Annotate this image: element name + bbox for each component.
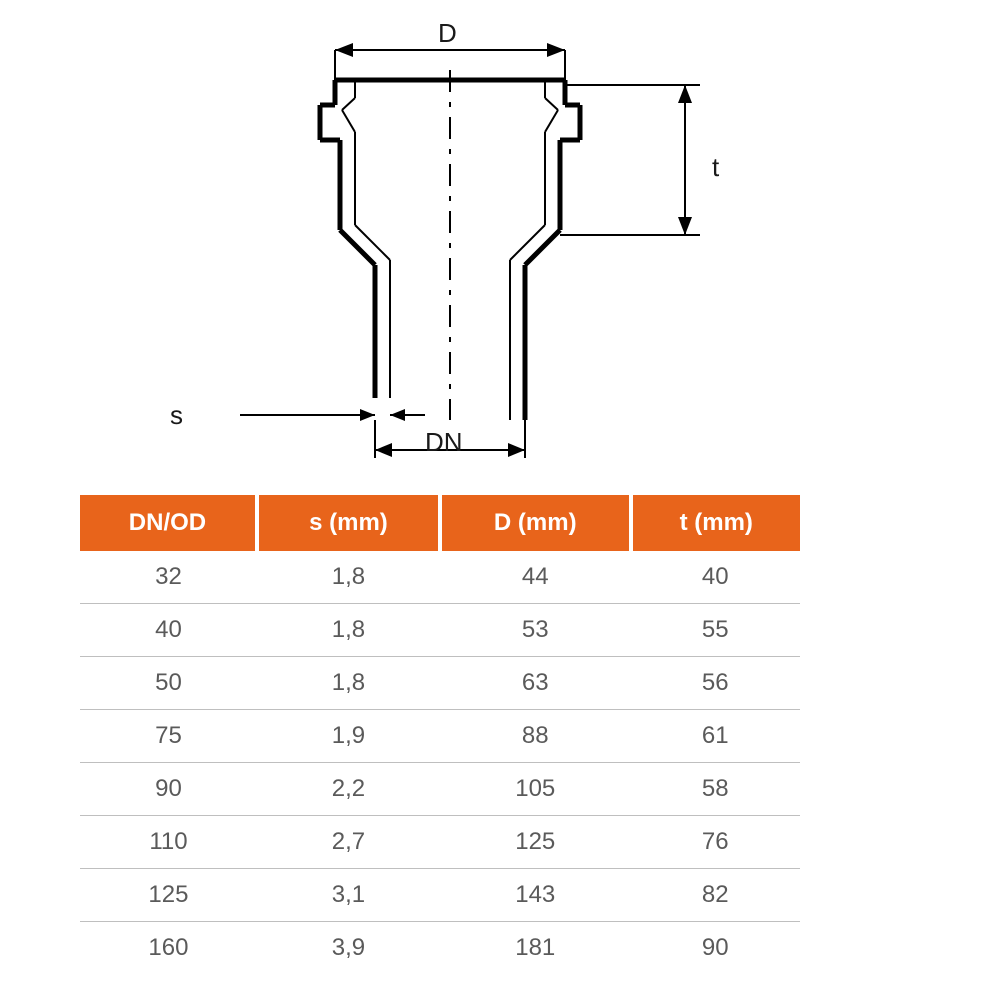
- cell: 56: [631, 657, 800, 710]
- col-t: t (mm): [631, 495, 800, 551]
- cell: 40: [631, 551, 800, 604]
- cell: 76: [631, 816, 800, 869]
- cell: 58: [631, 763, 800, 816]
- table-row: 110 2,7 125 76: [80, 816, 800, 869]
- cell: 1,8: [257, 551, 440, 604]
- cell: 44: [440, 551, 631, 604]
- table-row: 75 1,9 88 61: [80, 710, 800, 763]
- table-body: 32 1,8 44 40 40 1,8 53 55 50 1,8 63 56 7…: [80, 551, 800, 974]
- cell: 32: [80, 551, 257, 604]
- pipe-svg: [170, 20, 790, 460]
- cell: 55: [631, 604, 800, 657]
- cell: 110: [80, 816, 257, 869]
- cell: 105: [440, 763, 631, 816]
- cell: 1,9: [257, 710, 440, 763]
- table-row: 90 2,2 105 58: [80, 763, 800, 816]
- cell: 160: [80, 922, 257, 975]
- cell: 3,9: [257, 922, 440, 975]
- cell: 90: [631, 922, 800, 975]
- label-d: D: [438, 18, 457, 49]
- pipe-diagram: D t s DN: [170, 20, 790, 460]
- cell: 1,8: [257, 657, 440, 710]
- table-row: 40 1,8 53 55: [80, 604, 800, 657]
- cell: 125: [80, 869, 257, 922]
- cell: 2,7: [257, 816, 440, 869]
- cell: 143: [440, 869, 631, 922]
- label-t: t: [712, 152, 719, 183]
- col-dn-od: DN/OD: [80, 495, 257, 551]
- table-row: 160 3,9 181 90: [80, 922, 800, 975]
- cell: 90: [80, 763, 257, 816]
- dimensions-table-wrap: DN/OD s (mm) D (mm) t (mm) 32 1,8 44 40 …: [80, 495, 800, 974]
- cell: 82: [631, 869, 800, 922]
- cell: 2,2: [257, 763, 440, 816]
- cell: 53: [440, 604, 631, 657]
- cell: 75: [80, 710, 257, 763]
- col-s: s (mm): [257, 495, 440, 551]
- label-s: s: [170, 400, 183, 431]
- table-row: 50 1,8 63 56: [80, 657, 800, 710]
- cell: 1,8: [257, 604, 440, 657]
- cell: 88: [440, 710, 631, 763]
- cell: 63: [440, 657, 631, 710]
- label-dn: DN: [425, 427, 463, 458]
- cell: 40: [80, 604, 257, 657]
- cell: 50: [80, 657, 257, 710]
- cell: 61: [631, 710, 800, 763]
- table-row: 32 1,8 44 40: [80, 551, 800, 604]
- dimensions-table: DN/OD s (mm) D (mm) t (mm) 32 1,8 44 40 …: [80, 495, 800, 974]
- cell: 125: [440, 816, 631, 869]
- cell: 181: [440, 922, 631, 975]
- table-header-row: DN/OD s (mm) D (mm) t (mm): [80, 495, 800, 551]
- cell: 3,1: [257, 869, 440, 922]
- col-d: D (mm): [440, 495, 631, 551]
- table-row: 125 3,1 143 82: [80, 869, 800, 922]
